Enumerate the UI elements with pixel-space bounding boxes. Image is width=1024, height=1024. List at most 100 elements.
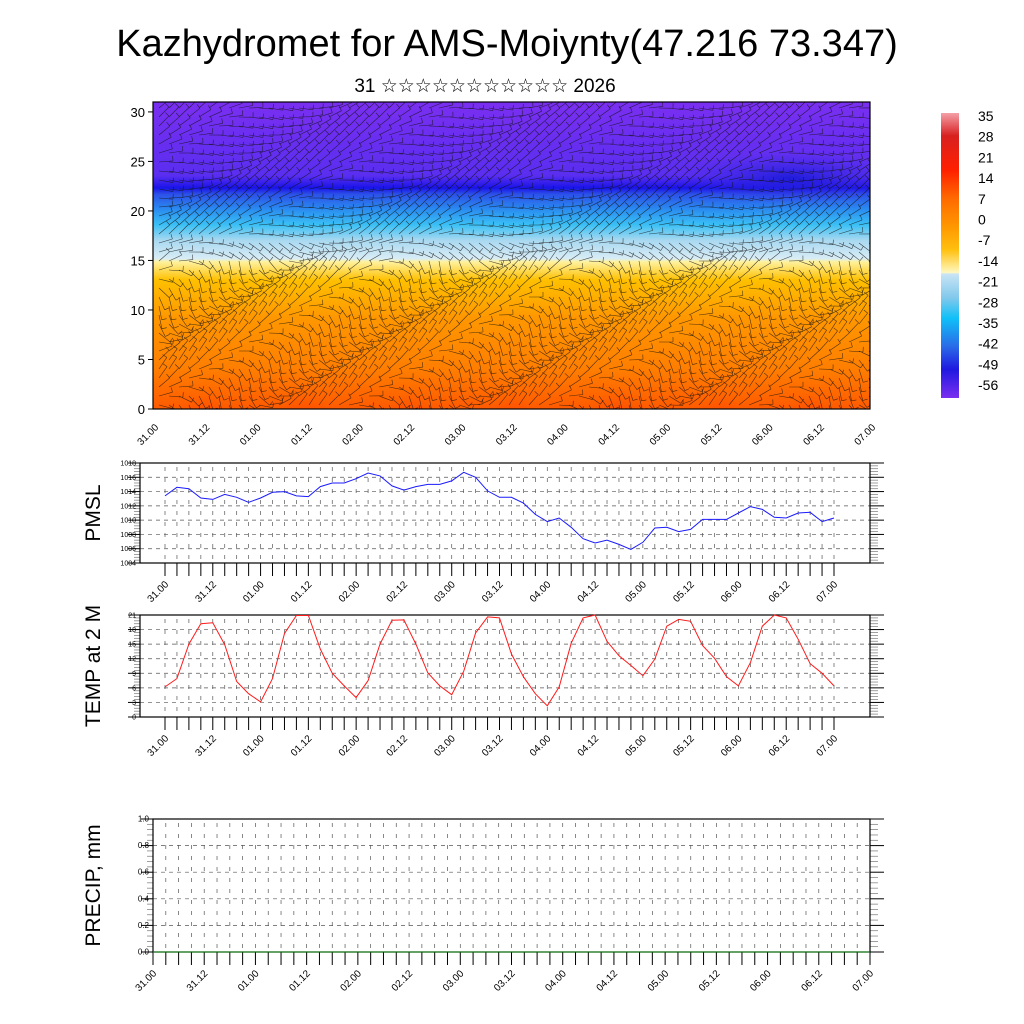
x-tick-label: 04.00	[545, 422, 571, 448]
x-tick-label: 03.00	[432, 733, 458, 759]
colorbar: 35 28 21 14 7 0 -7 -14 -21 -28 -35 -42 -49 -56	[941, 108, 998, 398]
y-tick-label: 25	[131, 154, 145, 169]
colorbar-label: -49	[978, 356, 998, 372]
y-tick-label: 12	[128, 656, 136, 663]
precip-axis-title: PRECIP, mm	[82, 824, 105, 946]
y-tick-label: 1016	[120, 475, 136, 482]
y-tick-label: 0.2	[138, 921, 150, 930]
y-tick-label: 0.6	[138, 868, 150, 877]
x-tick-label: 04.00	[528, 733, 554, 759]
x-tick-label: 05.00	[648, 422, 674, 448]
colorbar-label: -56	[978, 377, 998, 393]
x-tick-label: 31.00	[136, 422, 162, 448]
y-tick-label: 18	[128, 627, 136, 634]
y-tick-label: 1008	[120, 532, 136, 539]
x-tick-label: 31.12	[193, 733, 219, 759]
x-tick-label: 04.12	[597, 422, 623, 448]
x-tick-label: 01.12	[289, 422, 315, 448]
x-tick-label: 31.12	[193, 579, 219, 605]
y-tick-label: 1010	[120, 518, 136, 525]
y-tick-label: 21	[128, 613, 136, 620]
warm-area	[774, 324, 846, 409]
x-tick-label: 31.00	[134, 968, 160, 994]
colorbar-label: 0	[978, 212, 986, 228]
x-tick-label: 06.12	[799, 968, 825, 994]
y-tick-label: 1014	[120, 489, 136, 496]
x-tick-label: 31.12	[185, 968, 211, 994]
y-tick-label: 20	[131, 204, 145, 219]
x-tick-label: 01.00	[241, 579, 267, 605]
temp-panel: 0 3 6 9 12 15 18 21 31.00 31.12 01.00 01.12 02.00 02.…	[82, 605, 884, 759]
colorbar-label: 35	[978, 108, 994, 124]
wind-barbs	[158, 102, 870, 409]
page-title: Kazhydromet for AMS-Moiynty(47.216 73.34…	[116, 23, 898, 65]
colorbar-label: 7	[978, 191, 986, 207]
y-tick-label: 0.8	[138, 841, 150, 850]
temp-series-line	[164, 614, 835, 707]
y-tick-label: 0.4	[138, 894, 150, 903]
x-tick-label: 04.12	[576, 733, 602, 759]
y-tick-label: 1004	[120, 561, 136, 568]
temp-axis-title: TEMP at 2 M	[82, 605, 105, 727]
y-tick-label: 6	[132, 685, 136, 692]
x-tick-label: 06.00	[748, 968, 774, 994]
y-tick-label: 10	[131, 303, 145, 318]
x-tick-label: 01.00	[241, 733, 267, 759]
x-tick-label: 02.00	[337, 733, 363, 759]
y-tick-label: 3	[132, 700, 136, 707]
x-tick-label: 05.12	[671, 733, 697, 759]
y-tick-label: 15	[128, 642, 136, 649]
x-tick-label: 02.12	[385, 733, 411, 759]
x-tick-label: 31.00	[146, 579, 172, 605]
x-tick-label: 02.12	[385, 579, 411, 605]
x-tick-label: 05.00	[624, 579, 650, 605]
x-tick-label: 04.12	[576, 579, 602, 605]
plot-frame	[152, 818, 871, 953]
y-tick-label: 0	[132, 715, 136, 722]
x-tick-label: 03.00	[441, 968, 467, 994]
x-tick-label: 07.00	[853, 422, 879, 448]
x-tick-label: 02.12	[390, 968, 416, 994]
colorbar-label: -7	[978, 232, 991, 248]
x-tick-label: 06.00	[750, 422, 776, 448]
x-tick-label: 02.12	[392, 422, 418, 448]
y-tick-label: 0	[138, 402, 145, 417]
x-tick-label: 06.12	[767, 579, 793, 605]
x-tick-label: 06.00	[719, 733, 745, 759]
x-tick-label: 03.00	[432, 579, 458, 605]
warm-area	[260, 324, 350, 409]
y-tick-label: 9	[132, 671, 136, 678]
x-tick-label: 06.12	[801, 422, 827, 448]
x-tick-label: 01.12	[289, 579, 315, 605]
x-tick-label: 04.12	[595, 968, 621, 994]
y-tick-label: 15	[131, 253, 145, 268]
colorbar-label: -14	[978, 253, 998, 269]
x-tick-label: 05.12	[671, 579, 697, 605]
x-tick-label: 05.00	[624, 733, 650, 759]
x-tick-label: 07.00	[815, 579, 841, 605]
precip-panel: 0.0 0.2 0.4 0.6 0.8 1.0 31.00 31.12 01.00 01.12 02…	[82, 815, 884, 994]
pmsl-series-line	[164, 471, 835, 550]
y-tick-label: 5	[138, 352, 145, 367]
x-tick-label: 01.00	[238, 422, 264, 448]
x-tick-label: 06.12	[767, 733, 793, 759]
colorbar-label: 14	[978, 170, 994, 186]
y-tick-label: 1012	[120, 503, 136, 510]
colorbar-scale	[941, 113, 959, 398]
x-tick-label: 02.00	[339, 968, 365, 994]
x-tick-label: 03.12	[480, 579, 506, 605]
y-tick-label: 30	[131, 105, 145, 120]
x-tick-label: 07.00	[851, 968, 877, 994]
cold-upper-area	[680, 152, 870, 204]
x-tick-label: 05.12	[697, 968, 723, 994]
x-tick-label: 04.00	[528, 579, 554, 605]
colorbar-label: -28	[978, 294, 998, 310]
x-tick-label: 05.00	[646, 968, 672, 994]
pmsl-axis-title: PMSL	[82, 484, 105, 541]
x-tick-label: 03.12	[492, 968, 518, 994]
warm-area	[684, 324, 756, 409]
colorbar-label: -42	[978, 336, 998, 352]
x-tick-label: 03.00	[443, 422, 469, 448]
colorbar-label: 21	[978, 149, 994, 165]
